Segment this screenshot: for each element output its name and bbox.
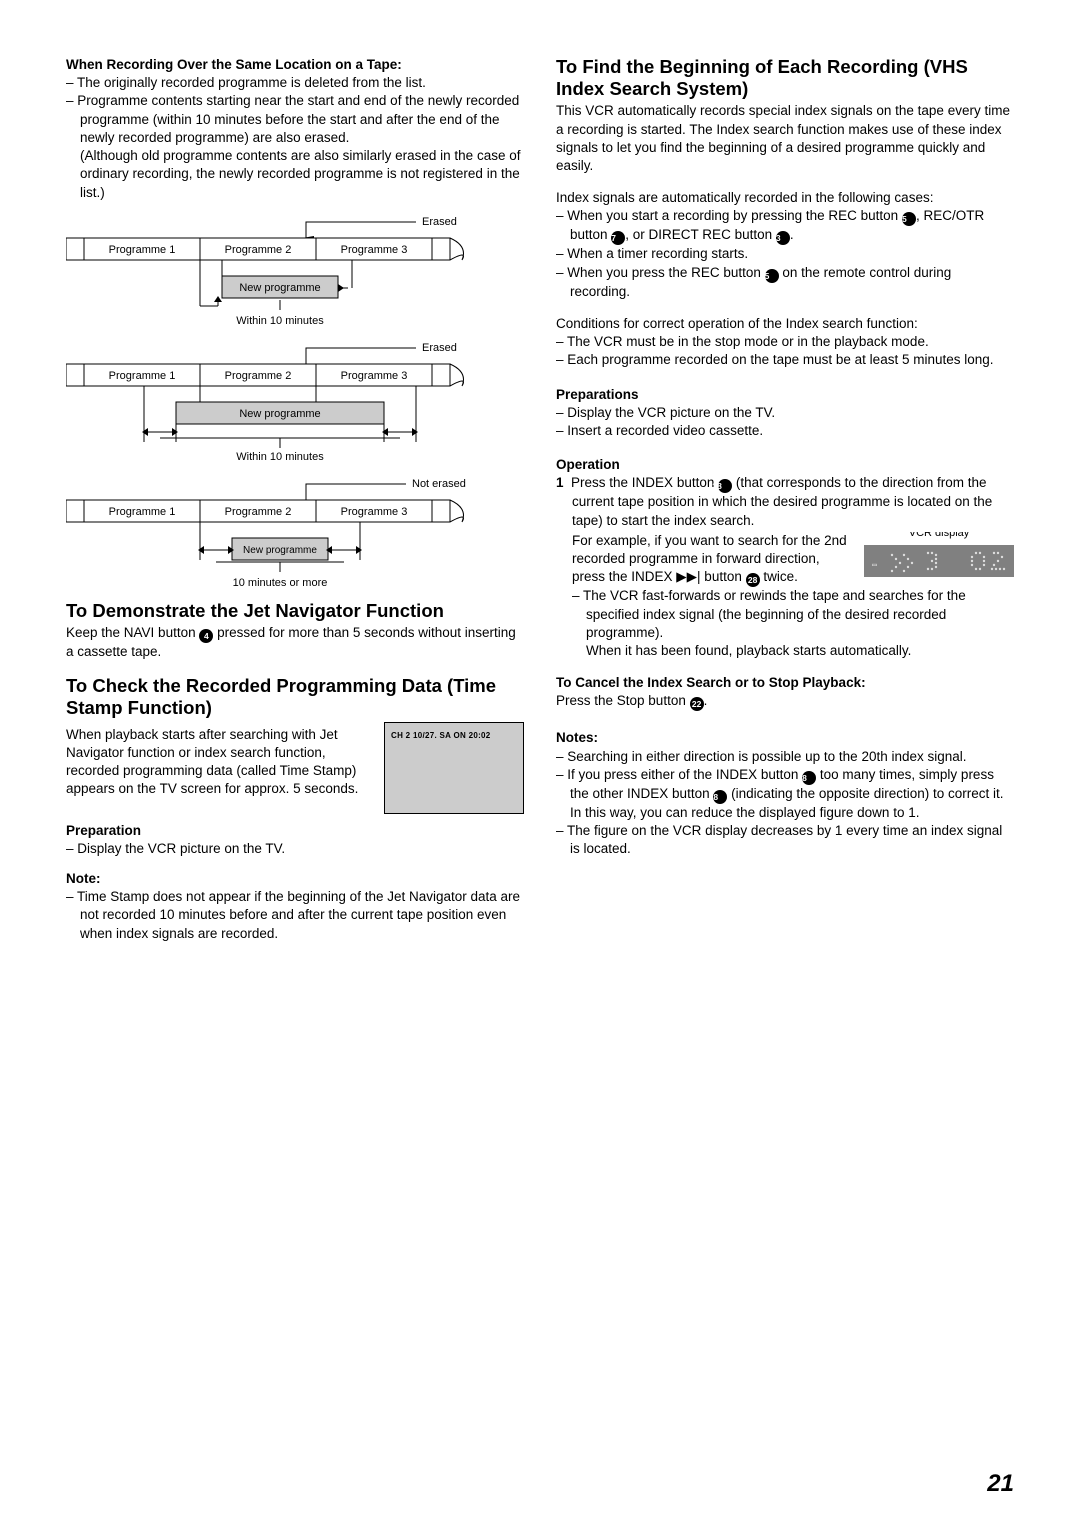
navi-button-ref-icon: 4 [199, 629, 213, 643]
preparations-heading: Preparations [556, 386, 1014, 404]
notes-list: Searching in either direction is possibl… [556, 748, 1014, 859]
page-number: 21 [987, 1470, 1014, 1498]
tv-screen-mock: CH 2 10/27. SA ON 20:02 [384, 722, 524, 814]
note-heading: Note: [66, 870, 524, 888]
svg-text:Programme 3: Programme 3 [341, 244, 408, 256]
preparation-list: Display the VCR picture on the TV. [66, 840, 524, 858]
find-p2: Index signals are automatically recorded… [556, 189, 1014, 207]
svg-text:Programme 1: Programme 1 [109, 370, 176, 382]
cancel-body: Press the Stop button 22. [556, 692, 1014, 711]
right-column: To Find the Beginning of Each Recording … [556, 56, 1014, 943]
text: If you press either of the INDEX button [567, 767, 802, 782]
svg-text:New programme: New programme [239, 282, 320, 294]
sec-check-title: To Check the Recorded Programming Data (… [66, 675, 524, 719]
conditions-p: Conditions for correct operation of the … [556, 315, 1014, 333]
vcr-display: ▭ [864, 545, 1014, 577]
svg-text:Programme 2: Programme 2 [225, 506, 292, 518]
svg-text:Programme 3: Programme 3 [341, 506, 408, 518]
text: For example, if you want to search for t… [572, 533, 847, 584]
text: twice. [760, 569, 798, 584]
vcr-display-block: VCR display ▭ [864, 532, 1014, 577]
text: . [790, 227, 794, 242]
heading-overwrite: When Recording Over the Same Location on… [66, 56, 524, 74]
bullet: If you press either of the INDEX button … [556, 766, 1014, 822]
left-column: When Recording Over the Same Location on… [66, 56, 524, 943]
svg-text:Programme 3: Programme 3 [341, 370, 408, 382]
svg-text:Erased: Erased [422, 342, 457, 354]
operation-example: VCR display ▭ [556, 532, 1014, 587]
find-p1: This VCR automatically records special i… [556, 102, 1014, 175]
text: When you start a recording by pressing t… [567, 208, 902, 223]
bullet: Searching in either direction is possibl… [556, 748, 1014, 766]
bullet: Each programme recorded on the tape must… [556, 351, 1014, 369]
sec-find-title: To Find the Beginning of Each Recording … [556, 56, 1014, 100]
time-stamp-block: CH 2 10/27. SA ON 20:02 When playback st… [66, 722, 524, 814]
direct-rec-button-ref-icon: 33 [776, 231, 790, 245]
svg-text:New programme: New programme [243, 545, 317, 556]
index-cases: When you start a recording by pressing t… [556, 207, 1014, 300]
cancel-heading: To Cancel the Index Search or to Stop Pl… [556, 674, 1014, 692]
text: When it has been found, playback starts … [572, 642, 1014, 660]
svg-text:Not erased: Not erased [412, 478, 466, 490]
preparation-heading: Preparation [66, 822, 524, 840]
bullet: The VCR must be in the stop mode or in t… [556, 333, 1014, 351]
text: When you press the REC button [567, 265, 764, 280]
svg-text:▭: ▭ [872, 560, 877, 569]
bullet: The VCR fast-forwards or rewinds the tap… [572, 587, 1014, 642]
step-number: 1 [556, 475, 564, 490]
operation-step-1: 1 Press the INDEX button 28 (that corres… [556, 474, 1014, 529]
bullet: When a timer recording starts. [556, 245, 1014, 263]
svg-text:Programme 1: Programme 1 [109, 244, 176, 256]
preparations-list: Display the VCR picture on the TV. Inser… [556, 404, 1014, 440]
bullet: Insert a recorded video cassette. [556, 422, 1014, 440]
note-list: Time Stamp does not appear if the beginn… [66, 888, 524, 943]
index-fwd-button-ref-icon: 28 [746, 573, 760, 587]
bullet: When you start a recording by pressing t… [556, 207, 1014, 245]
diagram-more10: Not erased Programme 1 Programme 2 Progr… [66, 472, 524, 590]
svg-text:Programme 1: Programme 1 [109, 506, 176, 518]
notes-heading: Notes: [556, 729, 1014, 747]
sec-demo-body: Keep the NAVI button 4 pressed for more … [66, 624, 524, 661]
erased-label: Erased [422, 216, 457, 228]
sec-demo-title: To Demonstrate the Jet Navigator Functio… [66, 600, 524, 622]
index-button-ref-icon: 28 [802, 771, 816, 785]
rec-button-ref-icon: 25 [902, 212, 916, 226]
text: , or DIRECT REC button [625, 227, 776, 242]
svg-text:Within 10 minutes: Within 10 minutes [236, 315, 324, 327]
two-column-layout: When Recording Over the Same Location on… [66, 56, 1014, 943]
operation-sub: The VCR fast-forwards or rewinds the tap… [556, 587, 1014, 660]
bullet: Display the VCR picture on the TV. [66, 840, 524, 858]
svg-text:10 minutes or more: 10 minutes or more [233, 577, 328, 589]
stop-button-ref-icon: 22 [690, 697, 704, 711]
overwrite-parenthetical: (Although old programme contents are als… [66, 147, 524, 202]
text: Press the Stop button [556, 693, 690, 708]
diagram-within10-narrow: Erased Programme 1 Programme 2 Programme… [66, 210, 524, 328]
svg-text:Within 10 minutes: Within 10 minutes [236, 451, 324, 463]
diagram-within10-wide: Erased Programme 1 Programme 2 Programme… [66, 336, 524, 464]
index-button-ref-icon: 28 [718, 479, 732, 493]
bullet: Programme contents starting near the sta… [66, 92, 524, 147]
bullet: Display the VCR picture on the TV. [556, 404, 1014, 422]
bullet: Time Stamp does not appear if the beginn… [66, 888, 524, 943]
svg-text:New programme: New programme [239, 408, 320, 420]
text: Press the INDEX button [571, 475, 718, 490]
svg-text:Programme 2: Programme 2 [225, 244, 292, 256]
tv-text: CH 2 10/27. SA ON 20:02 [391, 731, 491, 740]
bullet: The originally recorded programme is del… [66, 74, 524, 92]
overwrite-bullets: The originally recorded programme is del… [66, 74, 524, 147]
rec-otr-button-ref-icon: 17 [611, 231, 625, 245]
index-button-ref-icon: 28 [713, 790, 727, 804]
vcr-display-label: VCR display [864, 532, 1014, 541]
bullet: The figure on the VCR display decreases … [556, 822, 1014, 858]
text: Keep the NAVI button [66, 625, 199, 640]
bullet: When you press the REC button 25 on the … [556, 264, 1014, 301]
rec-button-ref-icon: 25 [765, 269, 779, 283]
operation-heading: Operation [556, 456, 1014, 474]
conditions-list: The VCR must be in the stop mode or in t… [556, 333, 1014, 369]
text: . [704, 693, 708, 708]
svg-text:Programme 2: Programme 2 [225, 370, 292, 382]
